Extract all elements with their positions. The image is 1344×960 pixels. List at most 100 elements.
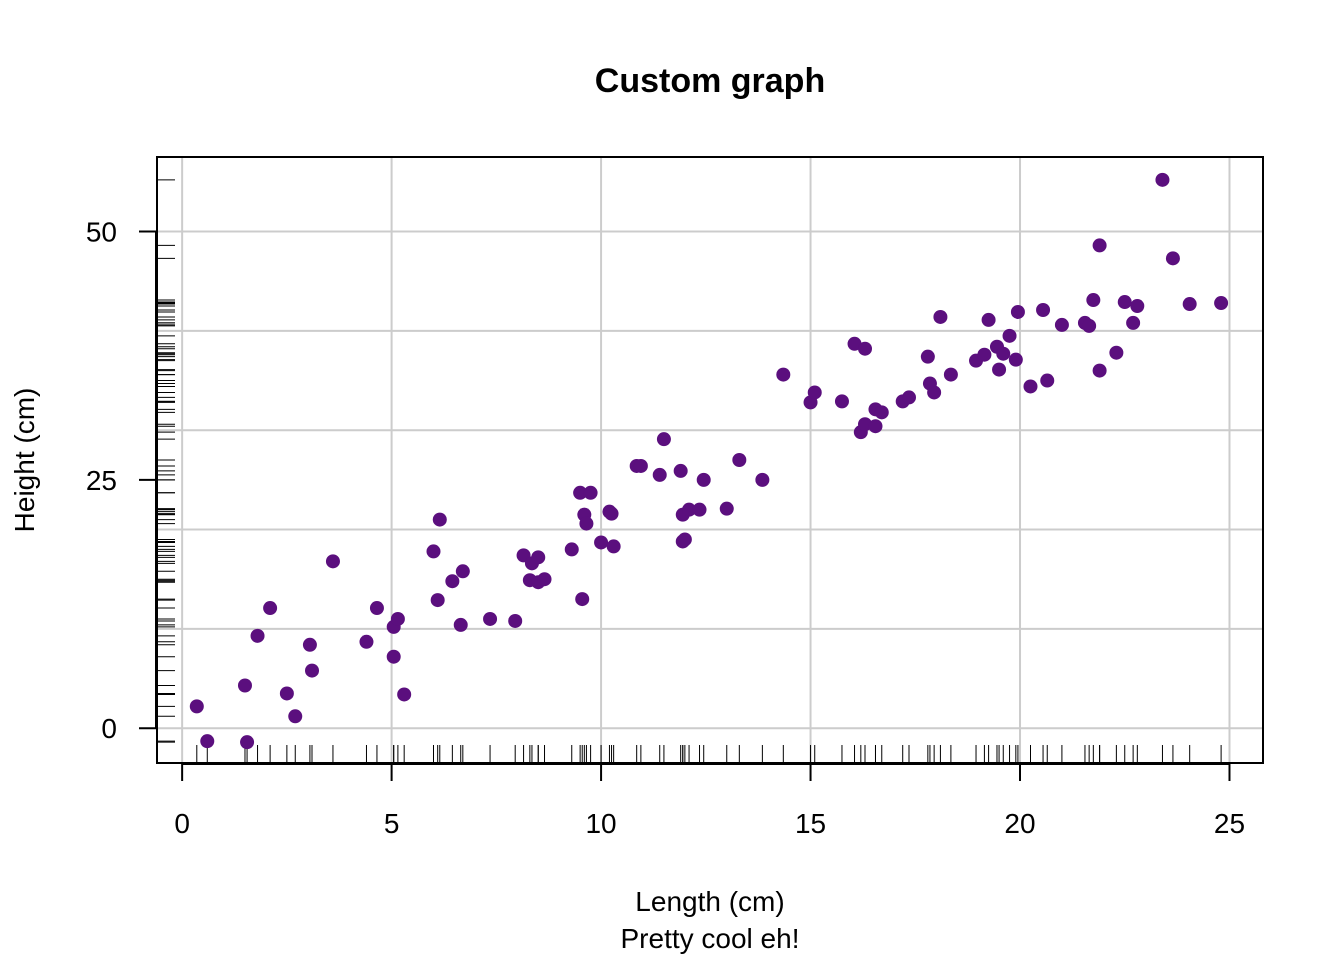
data-point bbox=[573, 485, 588, 500]
data-point bbox=[263, 601, 278, 616]
rug-marks bbox=[157, 179, 1222, 763]
data-point bbox=[1036, 302, 1051, 317]
data-point bbox=[250, 628, 265, 643]
data-point bbox=[996, 346, 1011, 361]
data-point bbox=[927, 385, 942, 400]
data-point bbox=[652, 467, 667, 482]
data-point bbox=[302, 637, 317, 652]
data-point bbox=[386, 649, 401, 664]
data-point bbox=[1010, 304, 1025, 319]
data-point bbox=[1092, 363, 1107, 378]
data-point bbox=[288, 709, 303, 724]
data-point bbox=[977, 347, 992, 362]
y-tick-label: 25 bbox=[86, 465, 117, 496]
data-point bbox=[564, 542, 579, 557]
data-point bbox=[1002, 328, 1017, 343]
data-point bbox=[1214, 296, 1229, 311]
data-point bbox=[1092, 238, 1107, 253]
data-point bbox=[692, 502, 707, 517]
data-point bbox=[390, 611, 405, 626]
data-point bbox=[1117, 295, 1132, 310]
data-point bbox=[325, 554, 340, 569]
data-point bbox=[200, 734, 215, 749]
data-point bbox=[426, 544, 441, 559]
data-point bbox=[1040, 373, 1055, 388]
data-point bbox=[237, 678, 252, 693]
data-point bbox=[453, 617, 468, 632]
data-point bbox=[920, 349, 935, 364]
data-point bbox=[901, 390, 916, 405]
data-point bbox=[732, 453, 747, 467]
data-point bbox=[606, 539, 621, 554]
data-point bbox=[719, 501, 734, 516]
data-point bbox=[240, 735, 255, 750]
data-point bbox=[1109, 345, 1124, 360]
data-point bbox=[531, 550, 546, 565]
data-point bbox=[858, 341, 873, 356]
data-point bbox=[604, 506, 619, 521]
data-point bbox=[755, 472, 770, 487]
x-axis-label: Length (cm) bbox=[635, 886, 784, 917]
x-tick-label: 15 bbox=[795, 808, 826, 839]
data-point bbox=[776, 367, 791, 382]
x-tick-label: 10 bbox=[585, 808, 616, 839]
data-point bbox=[1130, 299, 1145, 314]
x-tick-label: 5 bbox=[384, 808, 400, 839]
data-point bbox=[696, 472, 711, 487]
data-point bbox=[1082, 318, 1097, 333]
data-point bbox=[677, 532, 692, 547]
data-point bbox=[807, 385, 822, 400]
data-point bbox=[483, 611, 498, 626]
data-point bbox=[189, 699, 204, 714]
data-point bbox=[858, 417, 873, 432]
data-point bbox=[594, 535, 609, 550]
data-point bbox=[981, 312, 996, 327]
data-point bbox=[369, 601, 384, 616]
data-point bbox=[579, 516, 594, 531]
data-point bbox=[430, 593, 445, 608]
data-point bbox=[847, 336, 862, 351]
data-point bbox=[1054, 317, 1069, 332]
data-point bbox=[673, 463, 688, 478]
data-point bbox=[279, 686, 294, 701]
data-point bbox=[397, 687, 412, 702]
data-point bbox=[305, 663, 320, 678]
x-tick-label: 0 bbox=[174, 808, 190, 839]
x-tick-label: 25 bbox=[1214, 808, 1245, 839]
y-tick-label: 0 bbox=[101, 713, 117, 744]
data-point bbox=[933, 309, 948, 324]
data-point bbox=[575, 592, 590, 607]
data-point bbox=[1155, 172, 1170, 187]
data-point bbox=[1126, 315, 1141, 330]
y-axis: 0 25 50 bbox=[86, 217, 157, 744]
data-point bbox=[656, 432, 671, 447]
data-point bbox=[508, 613, 523, 628]
data-point bbox=[1165, 251, 1180, 266]
data-point bbox=[1008, 352, 1023, 367]
data-point bbox=[445, 574, 460, 589]
data-point bbox=[874, 405, 889, 420]
chart-title: Custom graph bbox=[595, 62, 825, 100]
data-point bbox=[633, 458, 648, 473]
data-point bbox=[432, 512, 447, 527]
data-point bbox=[583, 485, 598, 500]
data-point bbox=[868, 419, 883, 434]
data-point bbox=[455, 564, 470, 579]
x-axis-sublabel: Pretty cool eh! bbox=[621, 923, 800, 954]
data-point bbox=[1023, 379, 1038, 394]
data-point bbox=[834, 394, 849, 409]
grid-lines bbox=[157, 157, 1263, 763]
y-tick-label: 50 bbox=[86, 217, 117, 248]
data-point bbox=[1182, 297, 1197, 312]
data-point bbox=[682, 502, 697, 517]
data-point bbox=[1086, 293, 1101, 308]
x-axis: 0 5 10 15 20 25 bbox=[174, 763, 1245, 839]
data-point bbox=[943, 367, 958, 382]
data-point bbox=[537, 572, 552, 587]
data-points bbox=[189, 172, 1229, 750]
x-tick-label: 20 bbox=[1004, 808, 1035, 839]
data-point bbox=[359, 634, 374, 649]
y-axis-label: Height (cm) bbox=[9, 388, 40, 533]
data-point bbox=[992, 362, 1007, 377]
